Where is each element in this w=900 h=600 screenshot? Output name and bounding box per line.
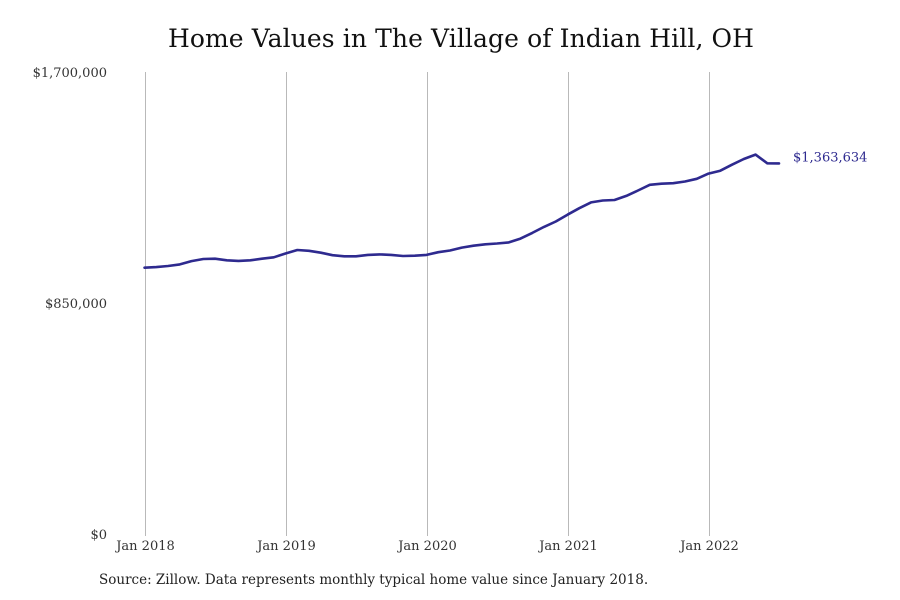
x-tick-label: Jan 2020 [396,539,457,554]
x-tick-label: Jan 2022 [678,539,739,554]
series-layer [143,153,781,270]
end-label-layer: $1,363,634 [793,150,867,165]
x-tick-label: Jan 2019 [255,539,316,554]
source-note: Source: Zillow. Data represents monthly … [99,572,649,588]
gridlines [145,72,710,536]
y-axis-ticks: $0 $850,000 $1,700,000 [33,66,107,543]
y-tick-label: $1,700,000 [33,66,107,81]
x-tick-label: Jan 2018 [114,539,175,554]
end-value-label: $1,363,634 [793,150,867,165]
series-line [143,153,781,270]
x-tick-label: Jan 2021 [537,539,598,554]
line-chart: $0$850,000$1,700,000 Jan 2018 Jan 2019 Jan… [33,66,868,554]
chart-title: Home Values in The Village of Indian Hil… [167,24,755,53]
y-tick-label: $850,000 [45,297,107,312]
y-tick-label: $0 [90,528,107,543]
x-axis-ticks: Jan 2018 Jan 2019 Jan 2020 Jan 2021 Jan 2022 [114,539,739,554]
